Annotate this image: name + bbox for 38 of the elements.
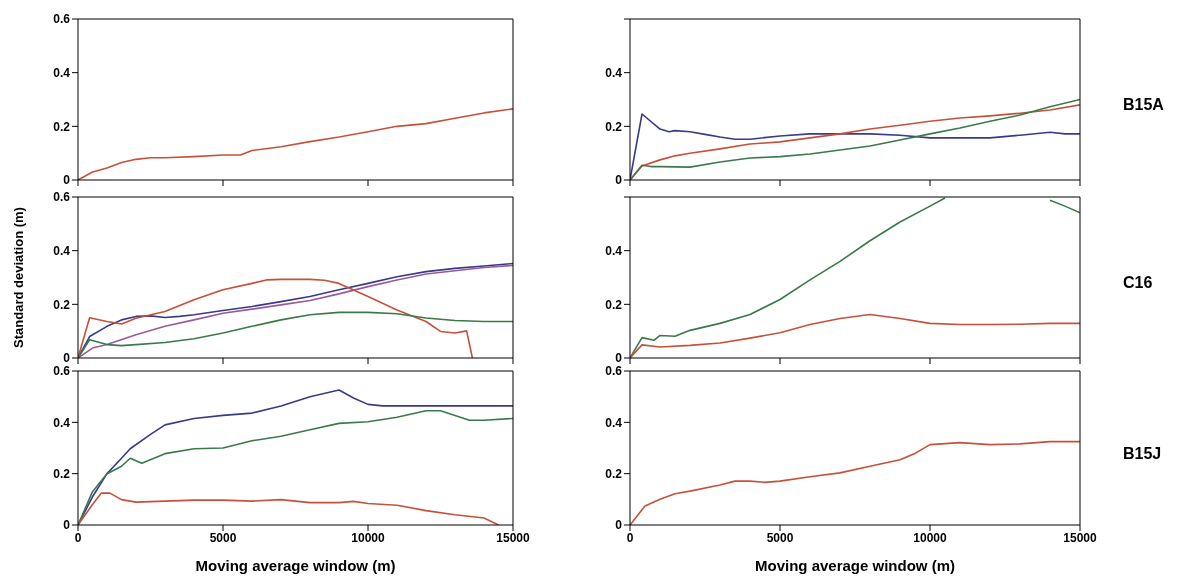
y-tick-label: 0.2	[53, 119, 71, 134]
y-tick-label: 0.4	[605, 65, 623, 80]
x-tick-label: 15000	[1063, 530, 1098, 545]
y-tick-label: 0	[63, 351, 71, 366]
y-tick-label: 0	[615, 351, 623, 366]
y-tick-label: 0.4	[53, 243, 71, 258]
y-tick-label: 0.2	[605, 119, 623, 134]
line-series	[78, 278, 474, 358]
y-tick-label: 0.2	[53, 466, 71, 481]
y-tick-label: 0.2	[605, 466, 623, 481]
x-tick-label: 0	[74, 530, 82, 545]
y-tick-label: 0	[615, 518, 623, 533]
y-axis-title: Standard deviation (m)	[10, 207, 26, 348]
y-tick-label: 0.4	[605, 243, 623, 258]
x-tick-label: 0	[626, 530, 634, 545]
y-tick-label: 0.4	[605, 415, 623, 430]
x-axis-title: Moving average window (m)	[754, 557, 956, 574]
y-tick-label: 0.6	[605, 364, 623, 379]
x-tick-label: 5000	[209, 530, 237, 545]
y-tick-label: 0	[63, 518, 71, 533]
y-tick-label: 0.6	[53, 364, 71, 379]
y-tick-label: 0.2	[605, 297, 623, 312]
y-tick-label: 0.2	[53, 297, 71, 312]
x-tick-label: 15000	[496, 530, 531, 545]
y-tick-label: 0.6	[53, 12, 71, 27]
y-tick-label: 0.4	[53, 415, 71, 430]
line-series	[78, 492, 500, 525]
y-tick-label: 0.6	[53, 190, 71, 205]
text: B15J	[1123, 444, 1162, 463]
y-tick-label: 0	[615, 173, 623, 188]
text: C16	[1123, 274, 1153, 292]
x-axis-title: Moving average window (m)	[195, 557, 396, 574]
x-tick-label: 10000	[913, 530, 948, 545]
x-tick-label: 5000	[766, 530, 794, 545]
y-tick-label: 0.4	[53, 65, 71, 80]
x-tick-label: 10000	[351, 530, 386, 545]
text: B15A	[1123, 96, 1164, 114]
y-tick-label: 0	[63, 173, 71, 188]
